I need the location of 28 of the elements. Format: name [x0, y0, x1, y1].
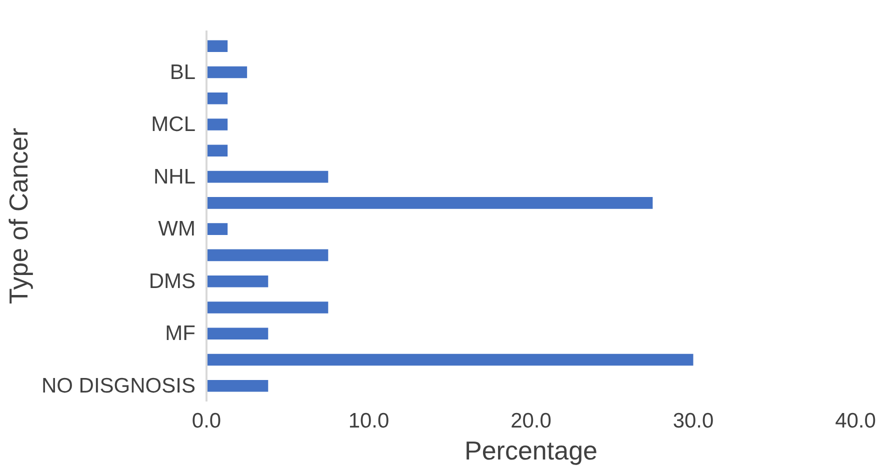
bar — [206, 118, 228, 130]
bar — [206, 380, 268, 392]
y-tick-label: NO DISGNOSIS — [41, 374, 196, 398]
bar — [206, 223, 228, 235]
x-tick-label: 40.0 — [835, 410, 876, 432]
y-tick-label: MCL — [151, 113, 196, 136]
bar — [206, 275, 268, 288]
y-axis-title: Type of Cancer — [3, 128, 34, 304]
bar — [206, 144, 228, 157]
x-tick-label: 10.0 — [348, 410, 390, 432]
y-tick-label: BL — [170, 60, 196, 84]
y-tick-label: NHL — [153, 165, 196, 188]
bar — [206, 328, 268, 340]
bar — [206, 354, 694, 366]
x-tick-label: 30.0 — [672, 410, 714, 432]
bar — [206, 302, 328, 314]
bar — [206, 40, 228, 52]
bar — [206, 197, 653, 209]
bar — [206, 170, 328, 183]
bar — [206, 92, 228, 104]
x-tick-label: 20.0 — [510, 410, 552, 432]
bar — [206, 66, 248, 78]
x-tick-label: 0.0 — [192, 410, 222, 432]
y-tick-label: MF — [165, 322, 196, 346]
bar — [206, 249, 328, 262]
x-axis-title: Percentage — [464, 436, 598, 466]
y-tick-label: DMS — [148, 270, 196, 293]
y-tick-label: WM — [158, 218, 196, 241]
